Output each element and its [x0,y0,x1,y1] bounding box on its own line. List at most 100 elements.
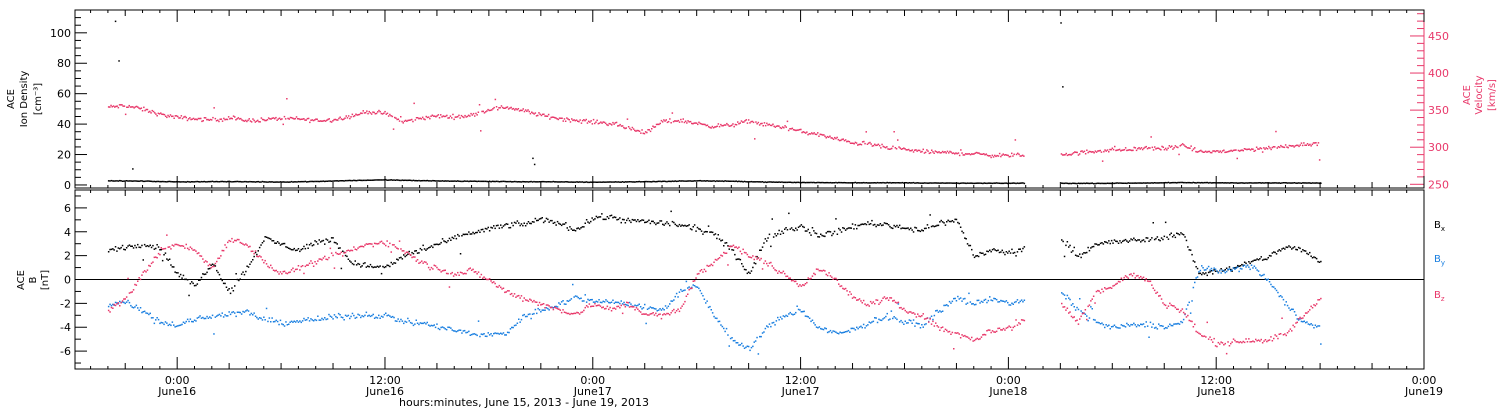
data-point [578,120,580,123]
data-point [560,224,563,227]
data-point [326,318,329,320]
data-point [849,291,851,293]
data-point [260,117,263,119]
data-point [433,243,435,246]
data-point [133,107,135,109]
data-point [541,217,543,219]
data-point [736,180,739,183]
data-point [590,181,592,183]
data-point [1156,328,1159,330]
data-point [682,303,685,305]
data-point [563,223,566,225]
data-point [551,306,553,309]
data-point [164,252,167,254]
data-point [372,266,374,269]
data-point [269,118,271,120]
data-point [397,248,399,250]
data-point [750,270,753,272]
data-point [962,335,965,337]
data-point [1092,182,1095,185]
data-point [174,271,176,273]
data-point [802,310,804,313]
data-point [181,323,183,326]
data-point [257,318,259,320]
data-point [1309,251,1311,254]
data-point [793,280,796,283]
data-point [1263,182,1265,184]
data-point [1320,343,1322,345]
data-point [1141,148,1144,151]
data-point [422,262,424,264]
data-point [1318,159,1321,161]
data-point [1081,253,1084,255]
data-point [1016,182,1019,184]
data-point [849,142,852,144]
data-point [386,240,388,242]
data-point [518,181,520,183]
data-point [391,115,394,118]
data-point [750,120,752,123]
data-point [892,317,894,320]
data-point [832,232,834,235]
data-point [1098,244,1100,246]
data-point [197,117,200,120]
data-point [951,331,954,334]
data-point [427,247,430,249]
data-point [680,288,682,291]
data-point [152,317,154,319]
data-point [329,120,332,123]
data-point [1013,153,1015,156]
data-point [621,125,624,127]
data-point [294,321,297,323]
data-point [836,332,839,334]
data-point [843,331,845,333]
data-point [935,322,937,324]
data-point [958,182,960,185]
data-point [272,321,275,323]
data-point [236,180,239,183]
data-point [537,114,539,117]
data-point [923,323,926,326]
data-point [146,312,149,315]
data-point [1148,240,1150,242]
data-point [1166,236,1168,238]
data-point [871,145,874,147]
data-point [627,302,629,304]
data-point [676,120,678,122]
data-point [1000,155,1002,158]
data-point [780,127,783,130]
data-point [370,113,373,115]
data-point [874,223,876,226]
data-point [1309,323,1311,326]
data-point [135,180,138,182]
data-point [383,266,386,269]
data-point [680,307,682,309]
data-point [188,320,190,323]
data-point [145,271,147,273]
data-point [559,223,561,225]
data-point [360,245,362,248]
data-point [416,259,419,261]
data-point [989,155,991,157]
data-point [998,251,1001,254]
data-point [293,118,295,120]
data-point [996,154,998,157]
data-point [112,303,114,306]
data-point [1181,233,1184,235]
data-point [705,302,707,304]
data-point [1152,222,1154,224]
data-point [1149,239,1152,241]
data-point [255,120,258,122]
data-point [951,220,954,222]
data-point [858,298,861,300]
data-point [1241,268,1243,270]
data-point [367,315,369,317]
data-point [874,182,876,184]
data-point [531,221,534,223]
data-point [784,315,786,318]
data-point [671,220,674,223]
data-point [375,112,378,115]
data-point [1004,182,1006,184]
data-point [301,180,304,183]
data-point [570,312,573,315]
